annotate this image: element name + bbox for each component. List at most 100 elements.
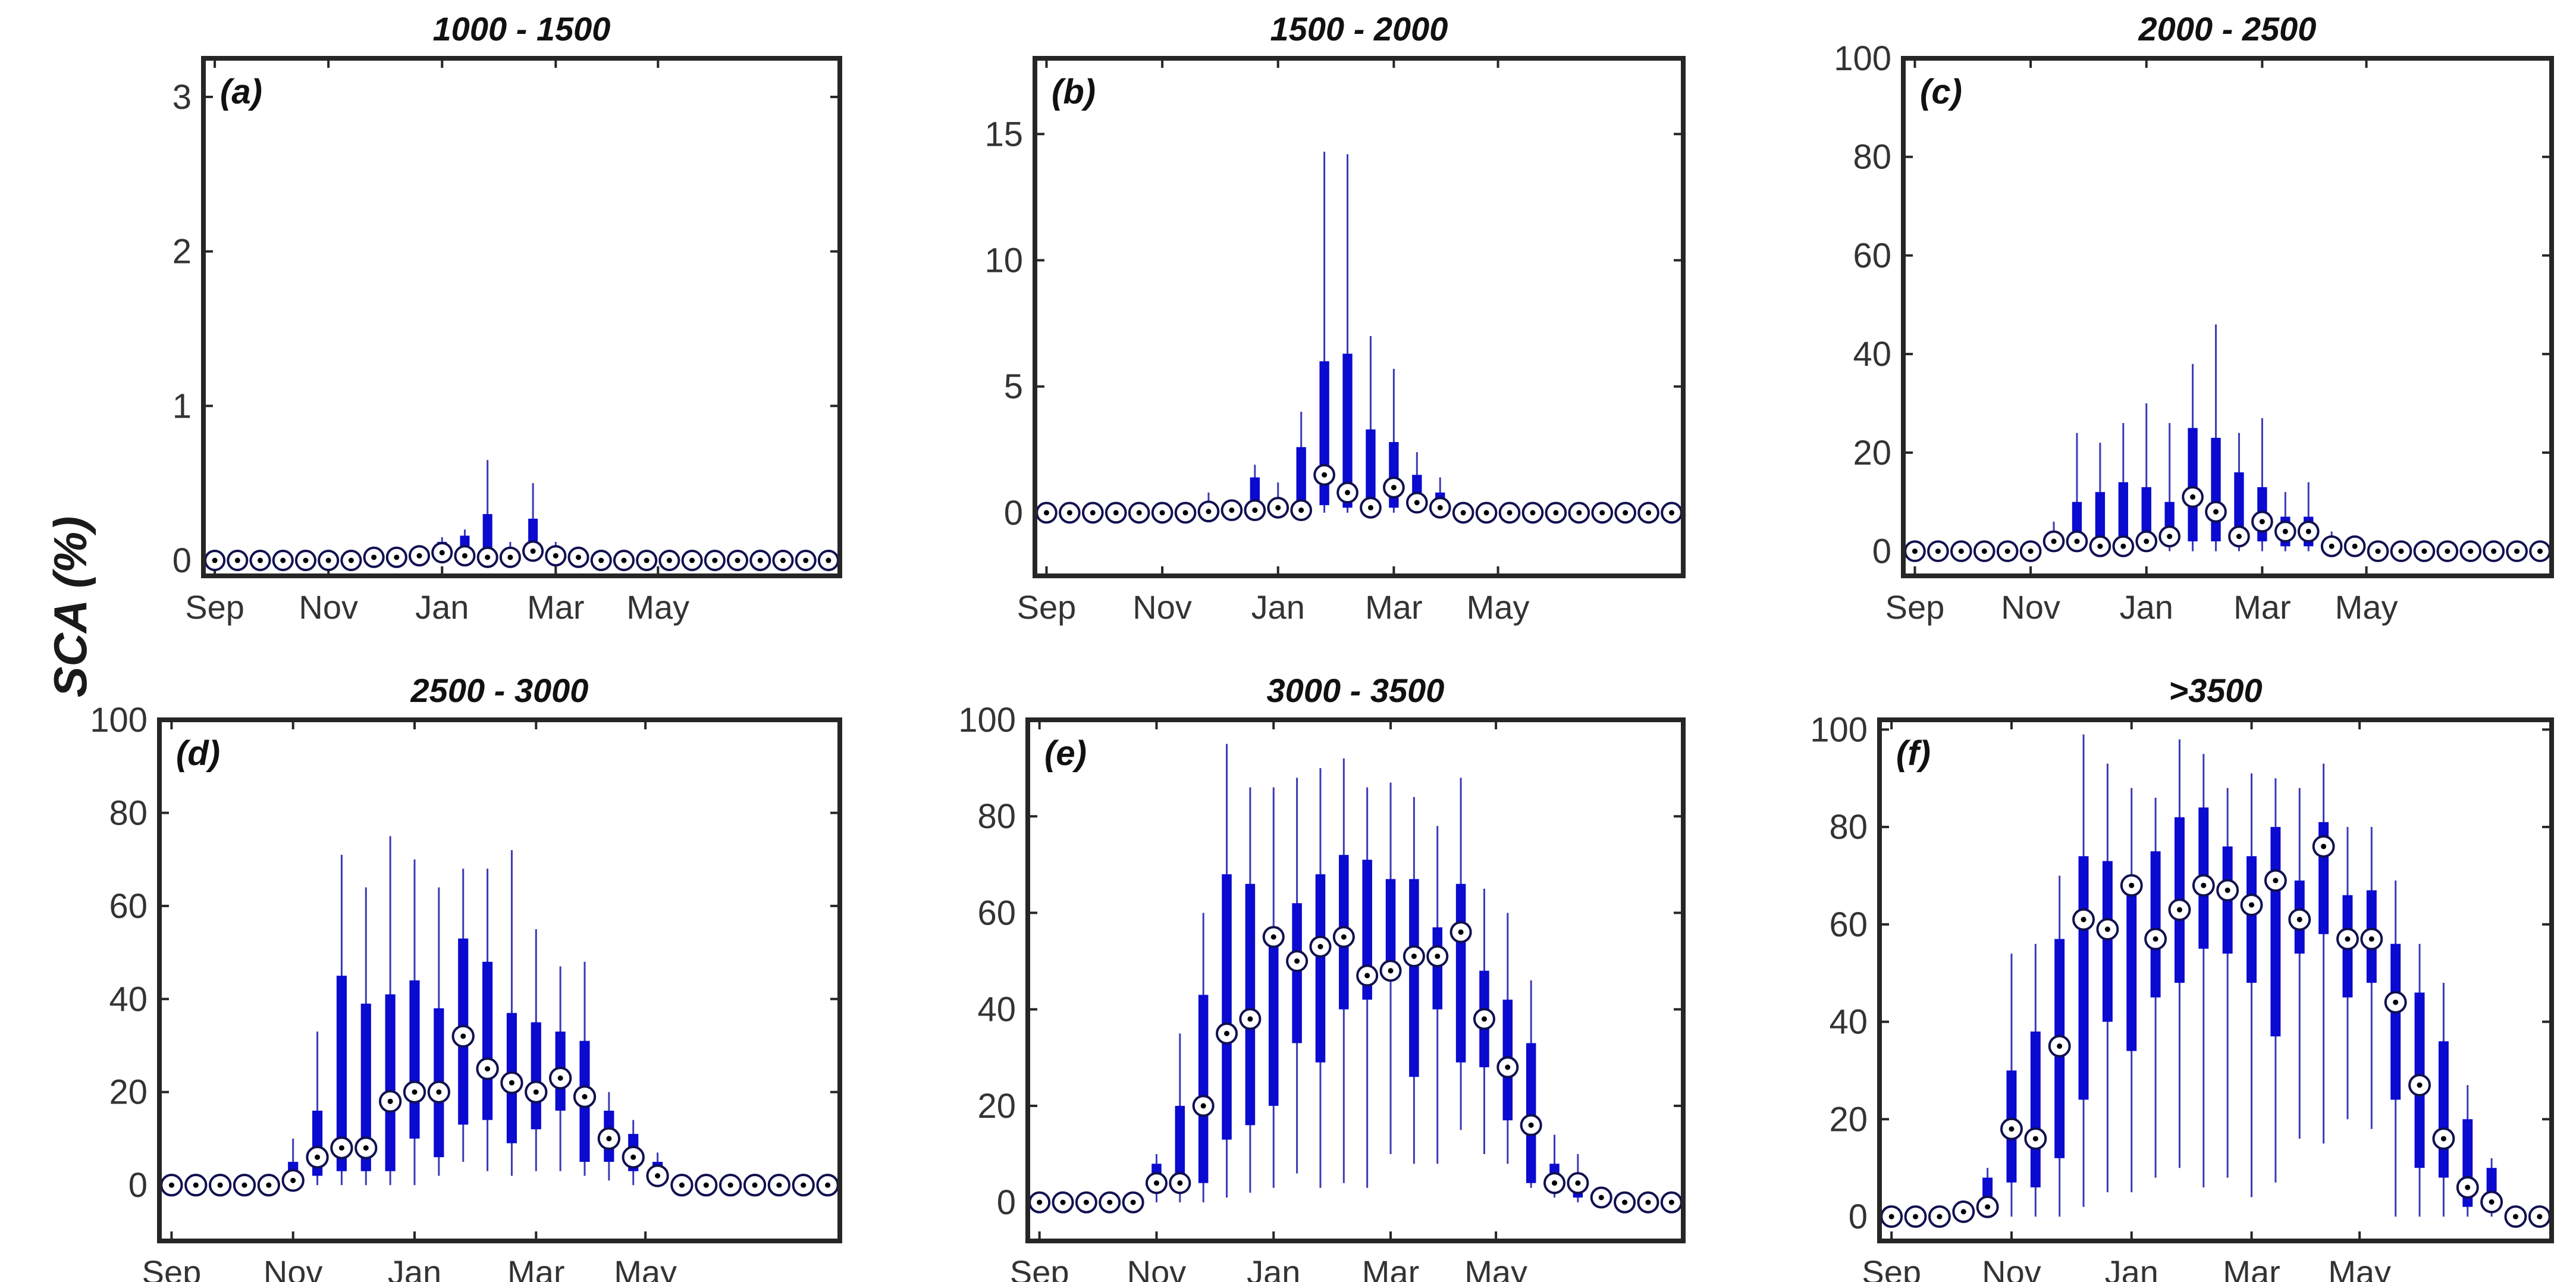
median-dot: [363, 1145, 369, 1151]
median-dot: [1136, 510, 1142, 516]
box-week-24: [2432, 983, 2455, 1217]
y-tick-label: 0: [997, 1183, 1016, 1222]
box: [1526, 1043, 1536, 1183]
median-dot: [2153, 936, 2158, 942]
median-dot: [2213, 509, 2219, 515]
median-dot: [212, 557, 218, 563]
median-dot: [2393, 999, 2399, 1005]
box-week-28: [817, 549, 839, 572]
box-week-6: [281, 1138, 305, 1192]
y-tick-label: 100: [1834, 39, 1891, 78]
median-dot: [1981, 548, 1987, 554]
median-dot: [582, 1094, 588, 1100]
median-dot: [1553, 510, 1559, 516]
box: [482, 514, 492, 557]
x-tick-label: Sep: [1885, 588, 1945, 626]
median-dot: [2305, 528, 2311, 534]
x-tick-label: Nov: [1982, 1253, 2041, 1282]
y-tick-label: 60: [1829, 905, 1868, 944]
box-week-27: [795, 549, 817, 572]
median-dot: [387, 1098, 393, 1104]
box-week-18: [2288, 788, 2311, 1139]
box-week-17: [1405, 452, 1428, 514]
median-dot: [1958, 548, 1964, 554]
box-week-13: [451, 869, 475, 1162]
box-week-26: [2483, 540, 2505, 562]
box-week-10: [378, 836, 402, 1186]
box-week-16: [1379, 782, 1402, 1154]
global-y-axis-label: SCA (%): [43, 516, 96, 698]
box-week-12: [427, 887, 451, 1176]
box: [1222, 874, 1232, 1140]
median-dot: [1367, 504, 1373, 510]
median-dot: [1458, 929, 1464, 935]
box-week-21: [658, 549, 680, 572]
box-week-12: [1290, 412, 1313, 522]
median-dot: [752, 1182, 758, 1188]
panel-title: 2500 - 3000: [410, 672, 589, 709]
box-week-15: [1360, 336, 1382, 519]
median-dot: [1645, 1199, 1651, 1205]
box: [2102, 861, 2113, 1022]
box-week-27: [792, 1173, 815, 1197]
box-week-2: [227, 549, 249, 572]
panel-c: 2000 - 2500 0 20 40 60 80 100 Sep Nov Jan Mar May (c…: [1834, 10, 2554, 626]
box-week-23: [1543, 1134, 1566, 1198]
y-tick-label: 20: [109, 1073, 148, 1112]
box-week-3: [1081, 501, 1104, 524]
y-tick-label: 60: [1853, 236, 1891, 275]
x-tick-label: Sep: [185, 588, 244, 626]
box-week-22: [670, 1173, 694, 1197]
box-week-1: [1880, 1205, 1903, 1228]
y-tick-label: 0: [128, 1166, 148, 1205]
x-tick-label: May: [2328, 1253, 2391, 1282]
median-dot: [303, 557, 309, 563]
box-week-20: [2343, 535, 2366, 557]
median-dot: [325, 557, 331, 563]
box-week-15: [2216, 788, 2239, 1178]
x-tick-label: Mar: [1362, 1253, 1419, 1282]
box-week-3: [1950, 540, 1972, 562]
panel-d: 2500 - 3000 0 20 40 60 80 100 Sep Nov Jan Mar May (d…: [90, 672, 842, 1282]
median-dot: [1090, 510, 1096, 516]
y-tick-label: 20: [1829, 1100, 1868, 1139]
median-dot: [2296, 917, 2302, 923]
box-week-9: [2089, 443, 2111, 557]
median-dot: [2468, 548, 2474, 554]
panel-letter: (c): [1920, 73, 1962, 111]
box-week-27: [1637, 1191, 1659, 1214]
box-week-22: [1520, 980, 1542, 1188]
box-week-28: [1660, 1191, 1683, 1214]
box-week-11: [2135, 403, 2158, 553]
box-week-22: [2390, 540, 2412, 562]
box: [2078, 856, 2089, 1100]
box-week-21: [1496, 913, 1519, 1164]
box-week-5: [257, 1173, 281, 1197]
box-week-10: [2096, 763, 2119, 1193]
box-week-9: [1220, 499, 1243, 522]
box-week-5: [1996, 540, 2019, 562]
x-tick-label: Jan: [2120, 588, 2173, 626]
box-week-17: [548, 966, 572, 1171]
median-dot: [1598, 1195, 1604, 1200]
box: [1455, 883, 1466, 1062]
box-week-21: [1498, 501, 1521, 524]
x-tick-label: Mar: [2233, 588, 2291, 626]
box-week-16: [525, 929, 548, 1171]
median-dot: [416, 553, 422, 559]
median-dot: [2074, 538, 2080, 544]
box: [2390, 944, 2401, 1100]
median-dot: [2491, 548, 2497, 554]
x-tick-label: Jan: [2105, 1253, 2158, 1282]
box-week-5: [294, 549, 317, 572]
median-dot: [436, 1089, 442, 1095]
box-week-11: [1262, 787, 1285, 1188]
box-week-18: [1426, 826, 1449, 1164]
panel-title: 1500 - 2000: [1270, 10, 1448, 48]
y-tick-label: 40: [1853, 335, 1891, 374]
median-dot: [371, 554, 377, 560]
median-dot: [1888, 1214, 1894, 1220]
box-week-14: [1336, 154, 1358, 513]
median-dot: [606, 1136, 612, 1142]
median-dot: [655, 1173, 661, 1178]
